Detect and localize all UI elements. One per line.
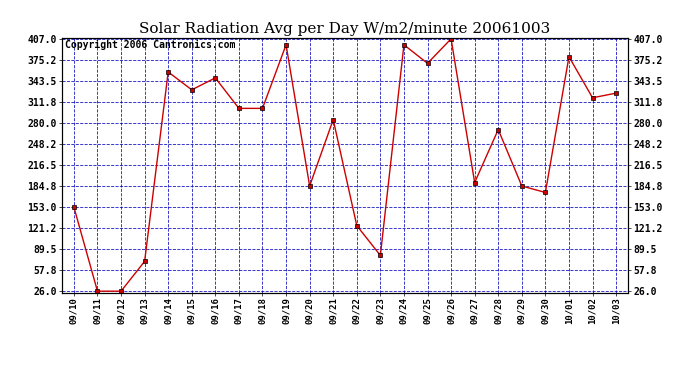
Title: Solar Radiation Avg per Day W/m2/minute 20061003: Solar Radiation Avg per Day W/m2/minute …	[139, 22, 551, 36]
Text: Copyright 2006 Cantronics.com: Copyright 2006 Cantronics.com	[65, 40, 235, 50]
